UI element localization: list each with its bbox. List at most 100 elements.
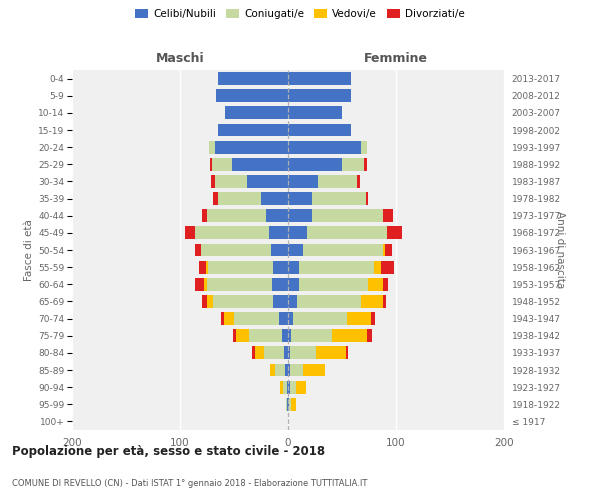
Bar [288, 226, 307, 239]
Bar [288, 380, 290, 394]
Bar [218, 72, 288, 85]
Bar [226, 106, 288, 120]
Bar [215, 140, 288, 153]
Bar [288, 106, 342, 120]
Text: Maschi: Maschi [155, 52, 205, 65]
Bar [288, 210, 383, 222]
Bar [212, 158, 288, 170]
Bar [224, 312, 288, 325]
Bar [207, 210, 288, 222]
Bar [269, 226, 288, 239]
Bar [218, 124, 288, 136]
Bar [210, 158, 288, 170]
Y-axis label: Fasce di età: Fasce di età [24, 219, 34, 281]
Bar [209, 140, 288, 153]
Bar [288, 278, 383, 290]
Bar [288, 124, 350, 136]
Bar [264, 346, 288, 360]
Bar [221, 312, 288, 325]
Bar [288, 210, 312, 222]
Bar [286, 398, 288, 410]
Bar [215, 90, 288, 102]
Bar [253, 346, 288, 360]
Bar [288, 140, 361, 153]
Bar [288, 192, 366, 205]
Bar [288, 312, 376, 325]
Bar [288, 260, 394, 274]
Bar [288, 312, 347, 325]
Bar [281, 330, 288, 342]
Bar [215, 90, 288, 102]
Bar [273, 295, 288, 308]
Bar [288, 364, 290, 376]
Bar [288, 330, 372, 342]
Bar [288, 295, 383, 308]
Bar [195, 226, 288, 239]
Bar [288, 312, 371, 325]
Bar [283, 380, 288, 394]
Bar [288, 295, 296, 308]
Bar [200, 244, 288, 256]
Bar [288, 192, 368, 205]
Bar [226, 106, 288, 120]
Bar [288, 158, 364, 170]
Bar [226, 106, 288, 120]
Bar [288, 226, 388, 239]
Bar [288, 124, 350, 136]
Bar [209, 140, 288, 153]
Bar [288, 398, 289, 410]
Bar [247, 175, 288, 188]
Bar [226, 106, 288, 120]
Bar [269, 364, 288, 376]
Bar [288, 364, 325, 376]
Bar [288, 330, 367, 342]
Bar [284, 346, 288, 360]
Bar [288, 364, 325, 376]
Bar [288, 106, 342, 120]
Bar [288, 346, 290, 360]
Bar [288, 278, 368, 290]
Bar [218, 72, 288, 85]
Bar [208, 260, 288, 274]
Bar [272, 278, 288, 290]
Bar [249, 330, 288, 342]
Bar [261, 192, 288, 205]
Bar [211, 175, 288, 188]
Bar [199, 260, 288, 274]
Bar [288, 210, 393, 222]
Bar [288, 210, 383, 222]
Bar [288, 72, 350, 85]
Y-axis label: Anni di nascita: Anni di nascita [555, 212, 565, 288]
Bar [271, 244, 288, 256]
Bar [218, 192, 288, 205]
Bar [254, 346, 288, 360]
Bar [288, 72, 350, 85]
Bar [288, 364, 303, 376]
Bar [209, 140, 288, 153]
Bar [273, 260, 288, 274]
Bar [185, 226, 288, 239]
Bar [280, 380, 288, 394]
Bar [218, 72, 288, 85]
Bar [236, 330, 288, 342]
Bar [288, 72, 350, 85]
Bar [288, 346, 349, 360]
Text: COMUNE DI REVELLO (CN) - Dati ISTAT 1° gennaio 2018 - Elaborazione TUTTITALIA.IT: COMUNE DI REVELLO (CN) - Dati ISTAT 1° g… [12, 478, 367, 488]
Bar [215, 175, 288, 188]
Bar [288, 158, 364, 170]
Bar [288, 140, 367, 153]
Bar [288, 295, 386, 308]
Bar [288, 260, 299, 274]
Bar [280, 312, 288, 325]
Bar [215, 90, 288, 102]
Bar [288, 260, 381, 274]
Bar [280, 380, 288, 394]
Bar [218, 124, 288, 136]
Bar [288, 106, 342, 120]
Bar [288, 278, 299, 290]
Bar [195, 244, 288, 256]
Bar [206, 260, 288, 274]
Bar [232, 158, 288, 170]
Bar [288, 244, 303, 256]
Bar [288, 192, 312, 205]
